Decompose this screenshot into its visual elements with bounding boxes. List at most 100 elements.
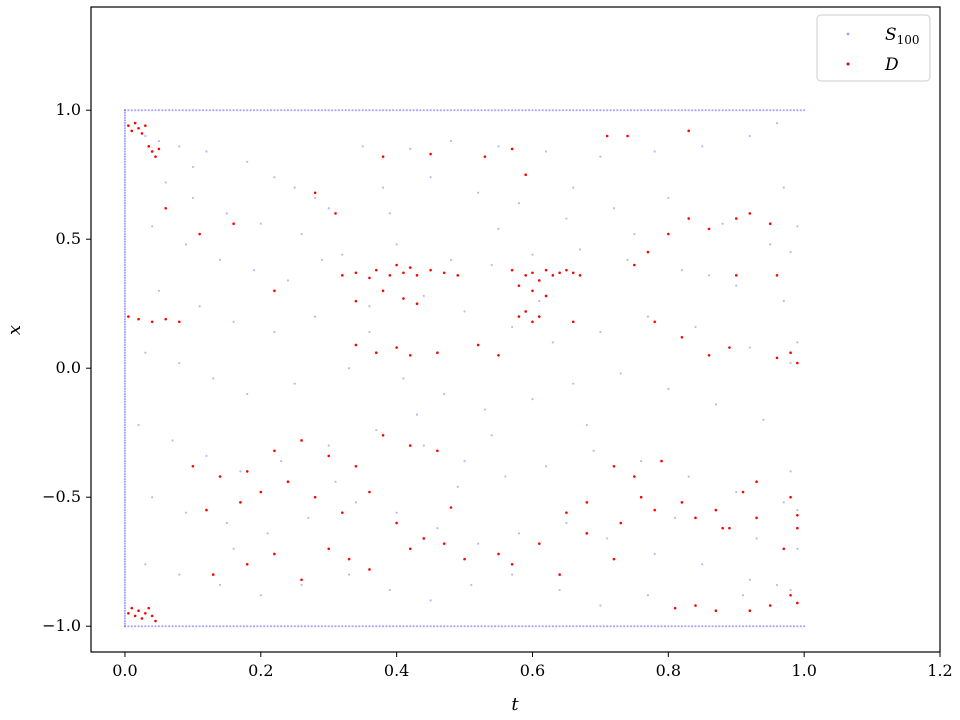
boundary-point <box>606 109 609 112</box>
collocation-point <box>409 147 412 150</box>
boundary-point <box>215 625 218 628</box>
collocation-point <box>368 305 371 308</box>
initial-point <box>123 155 127 158</box>
initial-point <box>123 387 127 390</box>
y-tick-label: −0.5 <box>42 487 81 506</box>
boundary-point <box>320 109 324 112</box>
boundary-point <box>599 109 602 112</box>
boundary-point <box>544 625 548 628</box>
initial-point <box>123 565 127 568</box>
initial-point <box>123 369 127 372</box>
data-point <box>707 227 711 231</box>
initial-point <box>123 338 127 341</box>
boundary-point <box>392 625 395 628</box>
boundary-point <box>660 625 663 628</box>
collocation-point <box>490 263 493 267</box>
boundary-point <box>477 625 480 628</box>
collocation-point <box>151 225 154 228</box>
initial-point <box>123 240 127 243</box>
collocation-point <box>164 181 167 184</box>
collocation-point <box>368 330 371 334</box>
initial-point <box>123 441 127 445</box>
initial-point <box>123 150 127 153</box>
initial-point <box>123 465 127 468</box>
data-point <box>395 346 398 349</box>
boundary-point <box>680 109 684 112</box>
boundary-point <box>500 109 504 112</box>
data-point <box>429 152 432 156</box>
boundary-point <box>555 625 558 628</box>
data-point <box>728 526 731 530</box>
initial-point <box>123 498 127 501</box>
data-point <box>154 155 157 158</box>
initial-point <box>123 607 127 610</box>
boundary-point <box>752 109 755 112</box>
collocation-point <box>178 361 181 365</box>
boundary-point <box>663 109 667 112</box>
boundary-point <box>799 109 802 112</box>
initial-point <box>123 410 127 414</box>
boundary-point <box>361 625 364 628</box>
boundary-point <box>436 625 439 628</box>
boundary-point <box>640 109 643 112</box>
boundary-point <box>741 109 745 112</box>
initial-point <box>123 163 127 166</box>
boundary-point <box>256 109 259 112</box>
collocation-point <box>531 253 534 256</box>
data-point <box>245 562 249 566</box>
plot-background <box>91 7 940 652</box>
collocation-point <box>184 243 188 246</box>
initial-point <box>123 493 127 496</box>
initial-point <box>123 189 127 192</box>
boundary-point <box>280 625 283 628</box>
collocation-point <box>544 465 548 468</box>
boundary-point <box>354 625 357 628</box>
collocation-point <box>151 496 154 499</box>
boundary-point <box>466 625 470 628</box>
boundary-point <box>225 625 228 628</box>
data-point <box>782 547 786 551</box>
data-point <box>245 470 249 473</box>
boundary-point <box>595 625 599 628</box>
initial-point <box>123 320 127 323</box>
boundary-point <box>599 625 602 628</box>
boundary-point <box>589 625 592 628</box>
initial-point <box>123 609 127 612</box>
collocation-point <box>599 604 602 607</box>
data-point <box>198 232 201 236</box>
initial-point <box>123 511 127 514</box>
collocation-point <box>470 583 473 587</box>
boundary-point <box>201 109 205 112</box>
initial-point <box>123 253 127 256</box>
collocation-point <box>687 475 690 478</box>
boundary-point <box>415 109 419 112</box>
data-point <box>191 464 195 468</box>
data-point <box>789 495 792 499</box>
collocation-point <box>796 225 799 228</box>
boundary-point <box>195 625 198 628</box>
data-point <box>300 439 303 442</box>
collocation-point <box>212 377 215 380</box>
boundary-point <box>364 625 368 628</box>
boundary-point <box>426 109 429 112</box>
boundary-point <box>273 109 276 112</box>
collocation-point <box>252 269 256 272</box>
data-point <box>442 542 446 545</box>
collocation-point <box>762 418 765 421</box>
data-point <box>531 320 534 324</box>
initial-point <box>123 292 127 295</box>
boundary-point <box>405 625 408 628</box>
collocation-point <box>334 480 337 483</box>
boundary-point <box>629 109 633 112</box>
boundary-point <box>633 109 636 112</box>
collocation-point <box>674 516 677 519</box>
initial-point <box>123 178 127 181</box>
boundary-point <box>174 625 177 628</box>
collocation-point <box>347 573 351 576</box>
boundary-point <box>388 625 391 628</box>
initial-point <box>123 576 127 579</box>
boundary-point <box>494 625 497 628</box>
boundary-point <box>375 625 378 628</box>
initial-point <box>123 485 127 488</box>
initial-point <box>123 547 127 550</box>
